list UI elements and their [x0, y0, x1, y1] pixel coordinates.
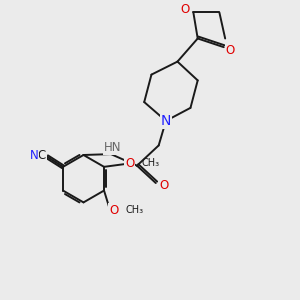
Text: O: O	[181, 3, 190, 16]
Text: O: O	[226, 44, 235, 57]
Text: CH₃: CH₃	[126, 205, 144, 215]
Text: N: N	[30, 149, 38, 162]
Text: O: O	[109, 204, 119, 217]
Text: N: N	[161, 114, 171, 128]
Text: HN: HN	[104, 141, 121, 154]
Text: CH₃: CH₃	[142, 158, 160, 168]
Text: O: O	[159, 179, 169, 192]
Text: C: C	[38, 149, 46, 162]
Text: O: O	[125, 157, 134, 169]
